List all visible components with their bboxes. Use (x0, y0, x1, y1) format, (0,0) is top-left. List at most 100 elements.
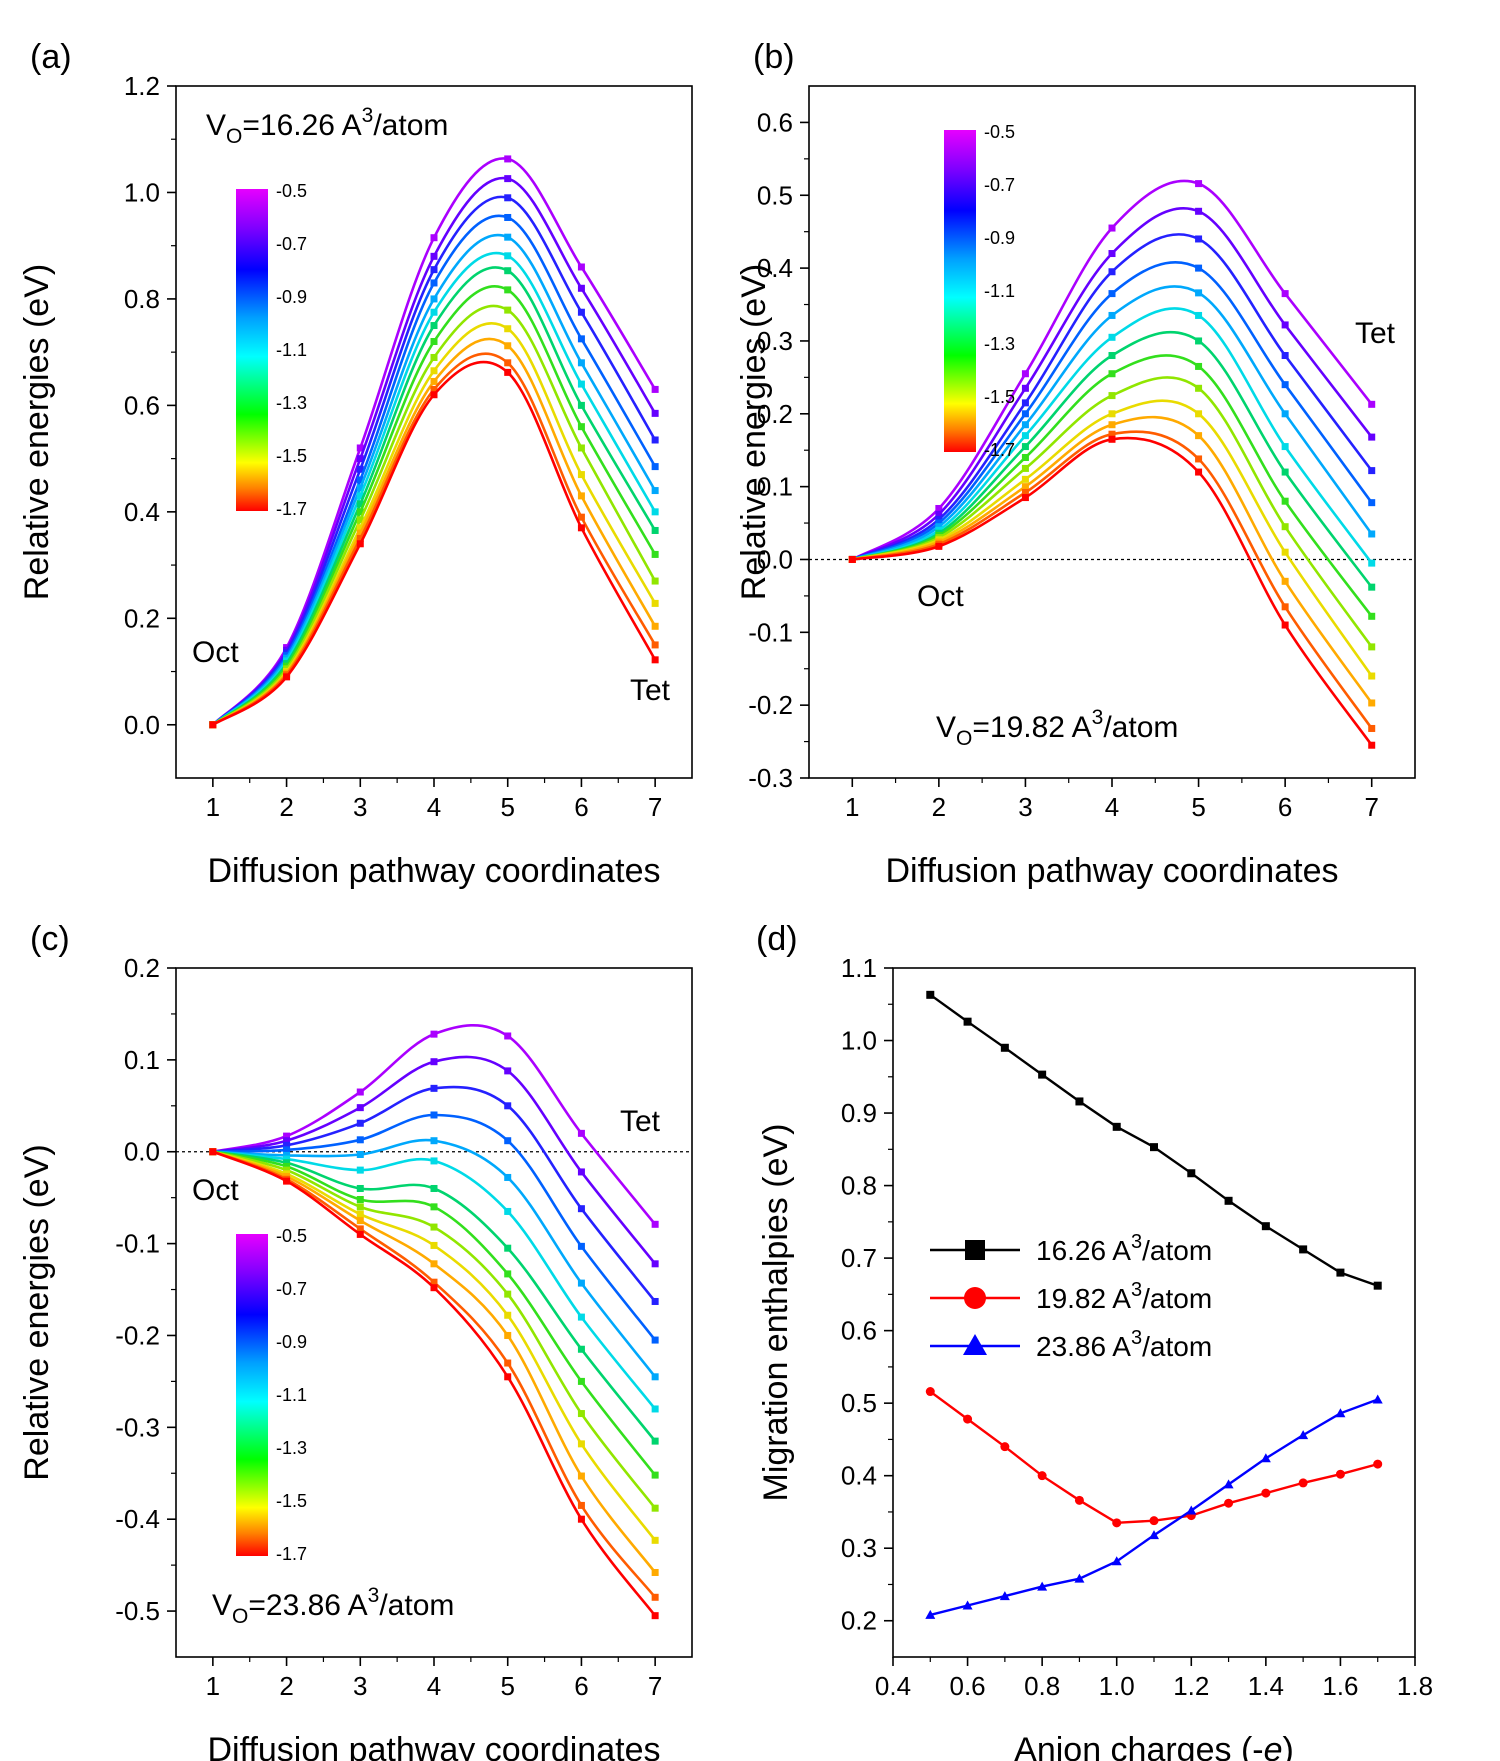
data-point (430, 338, 438, 346)
colorbar-tick-label: -0.9 (984, 228, 1015, 248)
colorbar-tick-label: -0.5 (984, 122, 1015, 142)
data-point (283, 1155, 291, 1163)
data-point (651, 1504, 659, 1512)
data-point (1021, 483, 1029, 491)
data-point (504, 1244, 512, 1252)
data-point (504, 267, 512, 275)
end-site-label: Tet (1355, 317, 1396, 350)
series-line (851, 376, 1373, 648)
data-point (935, 523, 943, 531)
colorbar-tick-label: -1.1 (276, 1385, 307, 1405)
data-point (848, 555, 856, 563)
data-point (1074, 1495, 1084, 1505)
data-point (1281, 443, 1289, 451)
data-point (577, 263, 585, 271)
data-point (283, 1137, 291, 1145)
data-point (1108, 250, 1116, 258)
data-point (577, 513, 585, 521)
data-point (577, 1279, 585, 1287)
data-point (651, 409, 659, 417)
data-point (1372, 1394, 1383, 1404)
data-point (356, 1230, 364, 1238)
data-point (935, 510, 943, 518)
data-point (577, 471, 585, 479)
colorbar-tick-label: -1.5 (984, 387, 1015, 407)
x-tick-label: 2 (932, 792, 946, 822)
y-tick-label: 0.9 (841, 1098, 877, 1128)
data-point (504, 213, 512, 221)
data-point (356, 465, 364, 473)
data-point (1261, 1222, 1270, 1231)
x-tick-label: 1.0 (1099, 1671, 1135, 1701)
data-point (1368, 699, 1376, 707)
data-point (1021, 464, 1029, 472)
data-point (577, 1377, 585, 1385)
data-point (963, 1017, 972, 1026)
data-point (651, 1612, 659, 1620)
data-point (651, 463, 659, 471)
colorbar-tick-label: -0.7 (276, 1279, 307, 1299)
x-axis-label: Diffusion pathway coordinates (208, 1731, 661, 1761)
x-tick-label: 3 (353, 792, 367, 822)
data-point (356, 1184, 364, 1192)
data-point (1281, 577, 1289, 585)
data-point (504, 286, 512, 294)
volume-annotation: VO=16.26 A3/atom (206, 104, 448, 148)
data-point (504, 1270, 512, 1278)
data-point (356, 476, 364, 484)
data-point (577, 1205, 585, 1213)
data-point (504, 1290, 512, 1298)
panel-d: (d) 0.4 0.6 0.8 1.0 1.2 1.4 1.6 1.8 0.2 0.3 0.4 0.5 0… (756, 920, 1433, 1761)
data-point (430, 385, 438, 393)
data-point (430, 322, 438, 330)
data-point (1195, 207, 1203, 215)
data-point (504, 252, 512, 260)
data-point (1368, 672, 1376, 680)
data-point (1368, 643, 1376, 651)
data-point (651, 1405, 659, 1413)
data-point (504, 194, 512, 202)
data-point (1108, 392, 1116, 400)
y-tick-label: 0.5 (757, 180, 793, 210)
legend-label: 19.82 A3/atom (1036, 1279, 1212, 1314)
data-point (504, 155, 512, 163)
series-line (929, 1390, 1379, 1525)
y-tick-label: 1.0 (124, 177, 160, 207)
data-point (651, 1568, 659, 1576)
y-tick-label: -0.2 (115, 1320, 160, 1350)
y-tick-label: -0.1 (115, 1229, 160, 1259)
data-point (504, 325, 512, 333)
data-point (356, 1104, 364, 1112)
data-point (430, 1223, 438, 1231)
data-point (356, 1225, 364, 1233)
y-tick-label: 0.1 (124, 1045, 160, 1075)
panel-b: (b) 1 2 3 4 5 6 7 -0.3 -0.2 -0.1 0.0 0.1 0.2 0.3 0.4 0.5… (735, 38, 1416, 890)
data-point (430, 266, 438, 274)
data-point (577, 1472, 585, 1480)
x-tick-label: 3 (1018, 792, 1032, 822)
data-point (504, 1067, 512, 1075)
data-point (209, 721, 217, 729)
data-point (577, 1515, 585, 1523)
data-point (1368, 612, 1376, 620)
data-point (1195, 235, 1203, 243)
x-tick-label: 4 (427, 1671, 441, 1701)
data-point (651, 526, 659, 534)
data-point (651, 656, 659, 664)
data-point (430, 1284, 438, 1292)
x-tick-label: 0.6 (949, 1671, 985, 1701)
data-point (1281, 381, 1289, 389)
series-line (212, 266, 657, 726)
y-axis-label: Relative energies (eV) (18, 264, 56, 600)
data-point (1281, 603, 1289, 611)
data-point (651, 508, 659, 516)
x-tick-label: 6 (1278, 792, 1292, 822)
y-tick-label: 0.0 (124, 710, 160, 740)
y-tick-label: 0.0 (124, 1137, 160, 1167)
data-point (283, 1159, 291, 1167)
data-point (651, 1260, 659, 1268)
data-point (577, 359, 585, 367)
data-point (1150, 1143, 1158, 1152)
data-point (504, 1032, 512, 1040)
